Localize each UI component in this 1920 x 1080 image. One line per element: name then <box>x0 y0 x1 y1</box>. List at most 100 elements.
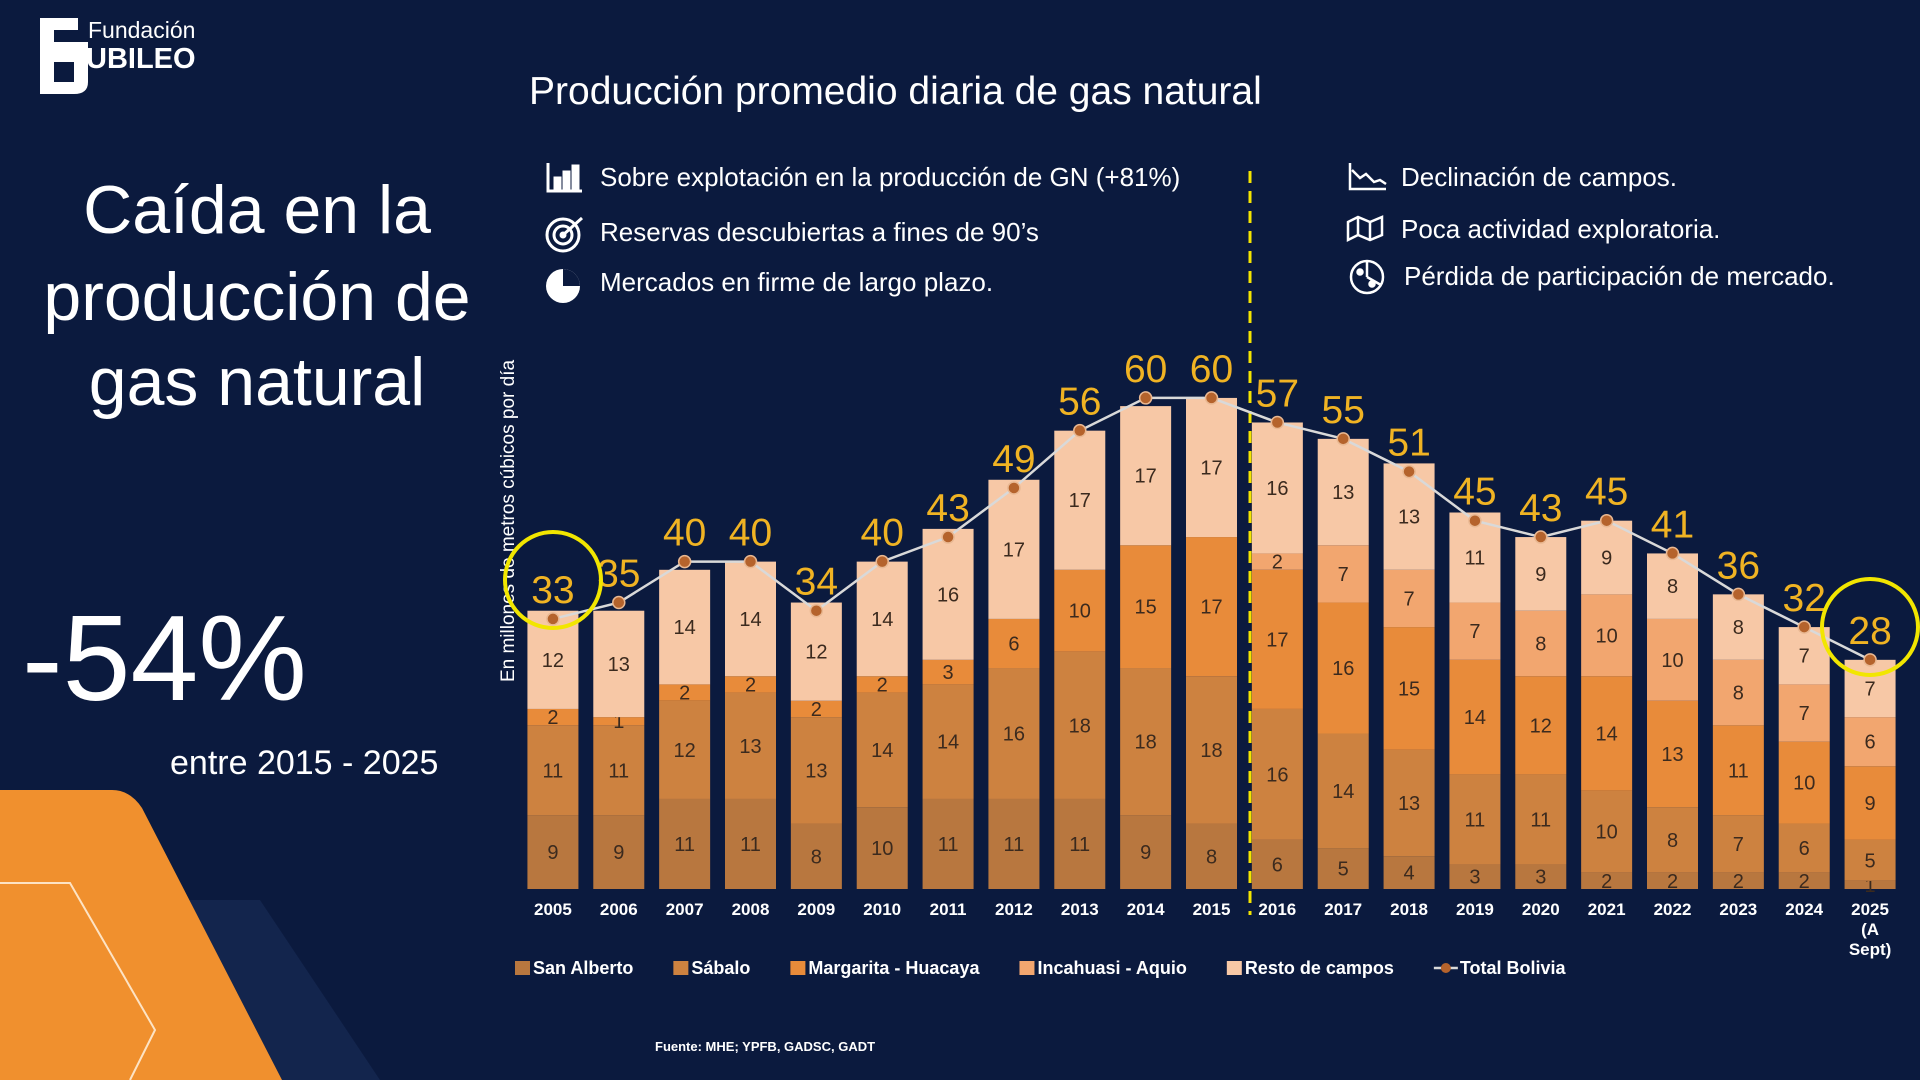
total-marker <box>1204 391 1219 405</box>
total-marker <box>1336 432 1350 446</box>
bar-segment <box>1120 406 1172 546</box>
total-label: 40 <box>729 512 772 555</box>
total-label: 45 <box>1585 471 1628 514</box>
segment-label: 8 <box>1667 830 1678 852</box>
bar-segment <box>1186 676 1237 824</box>
total-marker <box>1534 530 1548 544</box>
segment-label: 11 <box>938 834 959 856</box>
segment-label: 14 <box>937 732 959 754</box>
legend-label: Incahuasi - Aquio <box>1037 958 1186 978</box>
bar-segment <box>1778 684 1830 742</box>
bar-segment <box>1647 807 1698 873</box>
segment-label: 16 <box>1266 764 1288 786</box>
bar-segment <box>1712 872 1764 889</box>
bar-segment <box>1581 676 1633 791</box>
legend-marker <box>515 961 530 975</box>
x-tick-label: 2018 <box>1390 900 1428 919</box>
legend: San Alberto Sábalo Margarita - Huacaya Inca… <box>515 958 1567 978</box>
bar-segment <box>1712 659 1764 726</box>
decor-shape <box>0 790 282 1080</box>
segment-label: 8 <box>1733 617 1744 639</box>
bar-segment <box>1186 537 1237 677</box>
bar-segment <box>1449 602 1501 660</box>
bar-segment <box>725 676 776 693</box>
segment-label: 9 <box>1865 793 1876 815</box>
total-label: 51 <box>1387 422 1430 465</box>
total-marker <box>1863 653 1877 667</box>
x-tick-label: 2017 <box>1324 900 1363 919</box>
bar-segment <box>1581 520 1633 595</box>
total-label: 56 <box>1058 381 1101 424</box>
bar-segment <box>856 807 908 889</box>
bar-segment <box>1383 627 1435 750</box>
segment-label: 10 <box>1069 601 1091 623</box>
segment-label: 14 <box>1332 781 1354 803</box>
bar-segment <box>659 684 711 701</box>
segment-label: 7 <box>1733 834 1744 856</box>
segment-label: 9 <box>1535 564 1546 586</box>
segment-label: 11 <box>543 760 564 782</box>
total-marker <box>546 612 560 626</box>
x-tick-label: 2005 <box>534 900 572 919</box>
bar-segment <box>1712 815 1764 873</box>
segment-label: 5 <box>1865 850 1876 872</box>
note-text: Reservas descubiertas a fines de 90’s <box>600 217 1039 247</box>
bar-segment <box>593 610 645 718</box>
segment-label: 15 <box>1135 597 1157 619</box>
segment-label: 3 <box>943 662 954 684</box>
bar-segment <box>527 708 579 726</box>
note-text: Sobre explotación en la producción de GN… <box>600 162 1180 192</box>
logo-icon <box>40 18 88 94</box>
total-marker <box>1402 464 1416 479</box>
segment-label: 6 <box>1272 854 1283 876</box>
bar-segment <box>1515 676 1567 775</box>
segment-label: 1 <box>613 711 624 733</box>
total-marker <box>1073 423 1087 438</box>
total-label: 60 <box>1190 348 1233 391</box>
bar-segment <box>790 602 842 701</box>
bar-segment <box>1186 397 1237 538</box>
segment-label: 2 <box>1272 552 1283 574</box>
legend-marker <box>673 961 689 975</box>
segment-label: 17 <box>1135 466 1157 488</box>
total-marker <box>743 554 758 569</box>
segment-label: 2 <box>1733 871 1744 893</box>
bar-segment <box>725 561 776 677</box>
total-label: 36 <box>1717 544 1760 587</box>
total-label: 35 <box>597 553 640 596</box>
segment-label: 8 <box>1733 683 1744 705</box>
segment-label: 14 <box>1596 723 1618 745</box>
bar-segment <box>1647 700 1698 808</box>
x-tick-label: 2021 <box>1587 900 1626 919</box>
segment-label: 7 <box>1799 646 1810 668</box>
headline-title: gas natural <box>89 344 425 420</box>
total-marker <box>941 530 955 544</box>
bar-segment <box>1844 839 1896 881</box>
segment-label: 11 <box>1465 548 1486 570</box>
bar-segment <box>922 659 974 685</box>
headline-figure: -54% <box>22 590 307 726</box>
total-label: 41 <box>1651 503 1694 546</box>
bar-segment <box>593 725 645 816</box>
bar-segment <box>1844 880 1896 889</box>
bar-segment <box>1251 569 1303 709</box>
segment-label: 18 <box>1200 740 1222 762</box>
bar-segment <box>1383 856 1435 889</box>
segment-label: 18 <box>1135 732 1157 754</box>
bar-segment <box>922 684 974 799</box>
note-text: Pérdida de participación de mercado. <box>1404 261 1835 291</box>
segment-label: 12 <box>805 642 827 664</box>
segment-label: 2 <box>1601 871 1612 893</box>
total-label: 34 <box>795 561 838 604</box>
segment-label: 2 <box>1799 871 1810 893</box>
segment-label: 7 <box>1799 703 1810 725</box>
headline-title: Caída en la <box>83 172 431 248</box>
x-tick-label: 2024 <box>1785 900 1824 919</box>
segment-label: 17 <box>1200 457 1222 479</box>
bar-segment <box>1317 438 1369 546</box>
x-tick-label: 2011 <box>929 900 967 919</box>
segment-label: 13 <box>1398 793 1420 815</box>
icon <box>1349 259 1385 295</box>
bar-segment <box>1317 733 1369 849</box>
bar-segment <box>1844 659 1896 718</box>
